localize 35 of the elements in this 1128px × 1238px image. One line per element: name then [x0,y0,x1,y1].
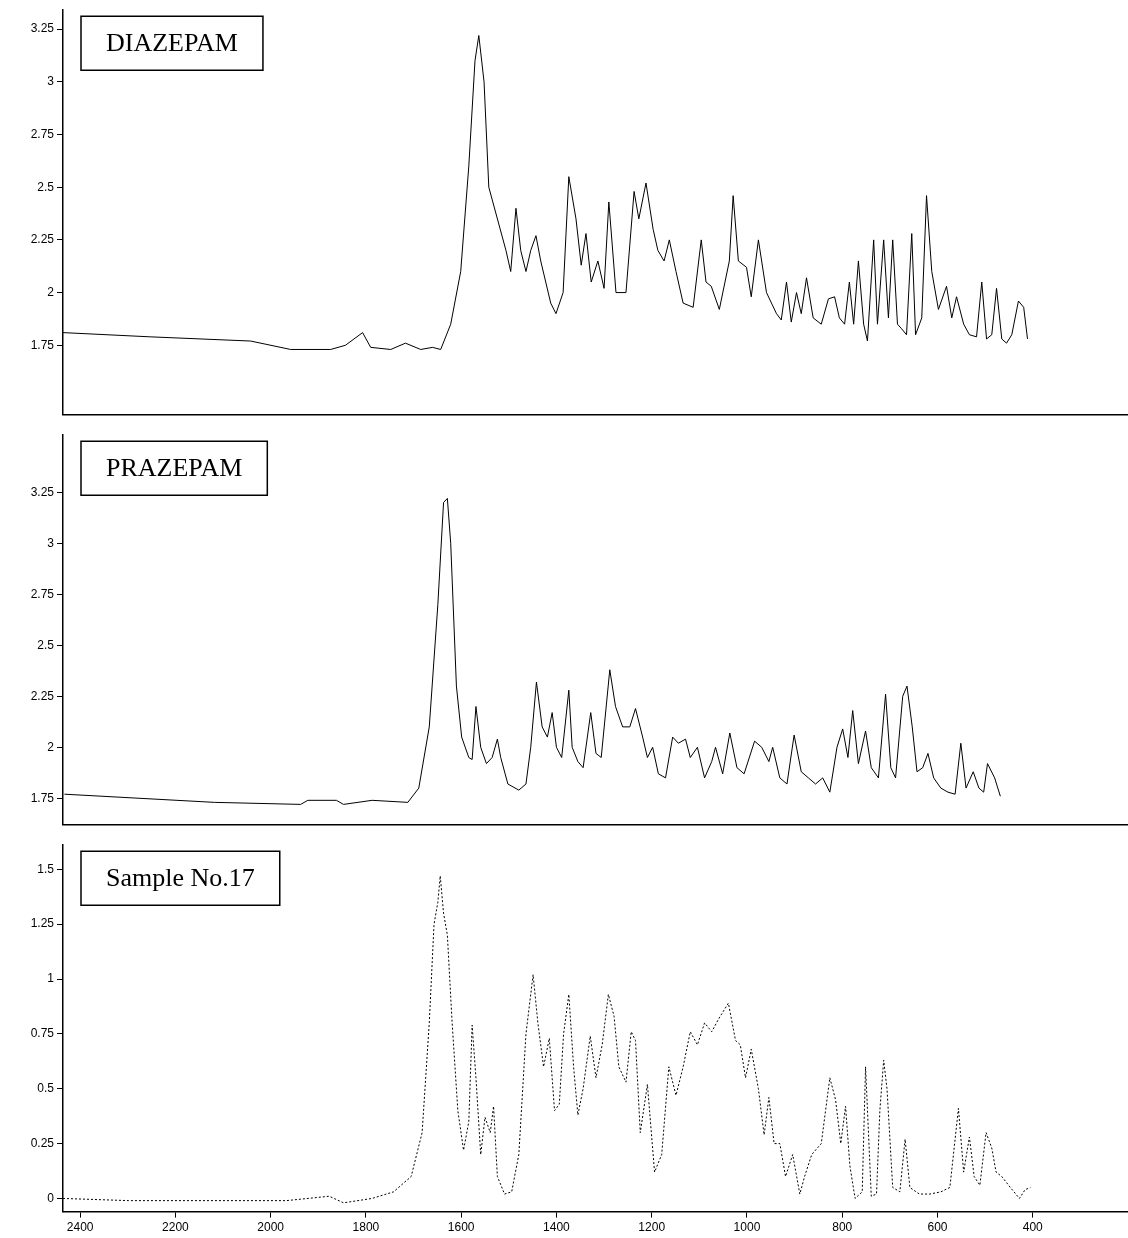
y-tick-label: 1.75 [30,790,55,805]
x-tick-label: 1800 [352,1220,380,1235]
x-tick-label: 2400 [66,1220,94,1235]
y-tick-label: 3.25 [30,21,55,36]
y-tick-label: 0.75 [30,1026,55,1041]
x-tick-label: 1000 [733,1220,761,1235]
x-tick-label: 1600 [447,1220,475,1235]
y-tick-label: 2 [47,739,55,754]
x-tick-label: 800 [832,1220,853,1235]
x-tick-label: 1400 [543,1220,571,1235]
text: DIAZEPAM [106,28,238,58]
y-tick-label: 0.25 [30,1135,55,1150]
y-tick-label: 2.5 [37,637,55,652]
text: Sample No.17 [106,863,255,893]
y-tick-label: 2.25 [30,232,55,247]
y-tick-label: 2.75 [30,126,55,141]
y-tick-label: 2.25 [30,688,55,703]
y-tick-label: 1 [47,971,55,986]
y-tick-label: 1.25 [30,916,55,931]
x-tick-label: 600 [927,1220,948,1235]
y-tick-label: 0.5 [37,1081,55,1096]
y-tick-label: 3.25 [30,484,55,499]
y-tick-label: 1.75 [30,337,55,352]
y-tick-label: 3 [47,74,55,89]
x-tick-label: 2200 [162,1220,190,1235]
y-tick-label: 0 [47,1190,55,1205]
y-tick-label: 2.5 [37,179,55,194]
y-tick-label: 3 [47,535,55,550]
y-tick-label: 1.5 [37,861,55,876]
y-tick-label: 2.75 [30,586,55,601]
text: PRAZEPAM [106,453,243,483]
x-tick-label: 1200 [638,1220,666,1235]
x-tick-label: 2000 [257,1220,285,1235]
x-tick-label: 400 [1022,1220,1044,1235]
y-tick-label: 2 [47,284,55,299]
